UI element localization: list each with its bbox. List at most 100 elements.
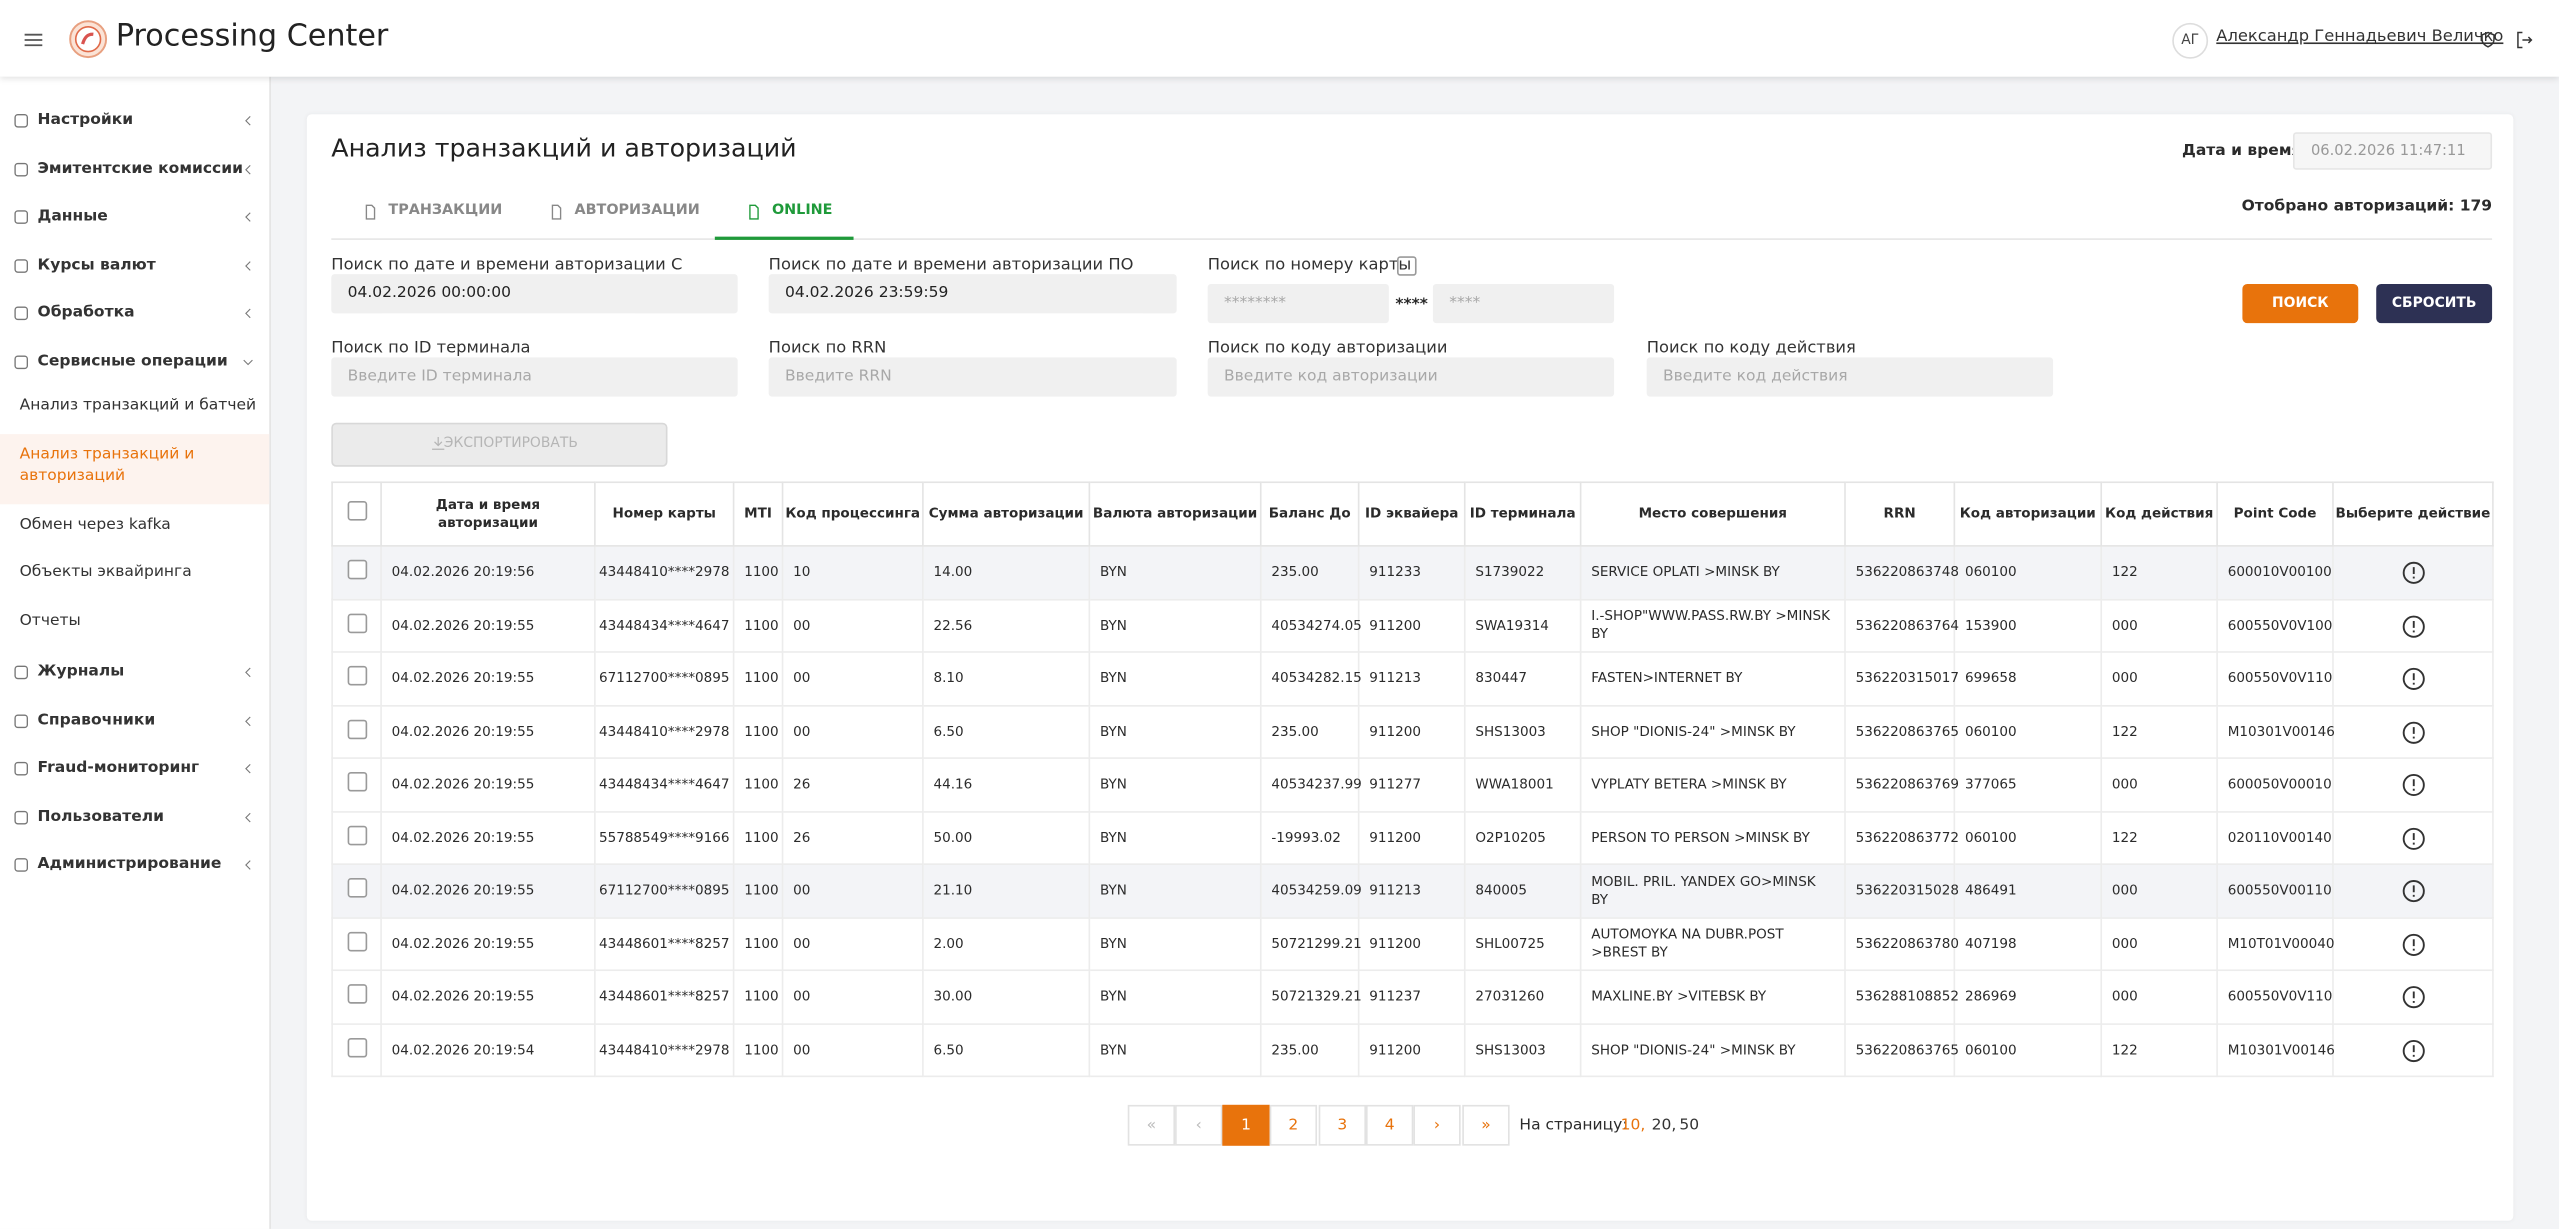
page-button[interactable]: 2 xyxy=(1269,1104,1318,1146)
sidebar-subitem[interactable]: Объекты эквайринга xyxy=(0,552,269,600)
filter-input[interactable]: Введите RRN xyxy=(768,357,1177,397)
checkbox[interactable] xyxy=(346,984,367,1004)
profile-icon[interactable] xyxy=(2479,31,2497,49)
table-cell: 830447 xyxy=(1463,651,1582,706)
filter-label: Поиск по коду действия xyxy=(1646,339,1856,358)
sidebar-subitem[interactable]: Анализ транзакций и батчей xyxy=(0,385,269,433)
action-cell xyxy=(2332,545,2494,600)
sidebar-item[interactable]: Эмитентские комиссии xyxy=(0,157,269,183)
checkbox[interactable] xyxy=(346,719,367,739)
export-button[interactable]: ЭКСПОРТИРОВАТЬ xyxy=(331,422,668,467)
table-cell: 407198 xyxy=(1953,916,2103,972)
table-cell: 911200 xyxy=(1357,916,1466,972)
checkbox[interactable] xyxy=(346,878,367,898)
table-cell: 6.50 xyxy=(922,704,1091,759)
tab-icon xyxy=(749,204,759,220)
sidebar-subitem[interactable]: Обмен через kafka xyxy=(0,503,269,551)
checkbox[interactable] xyxy=(346,931,367,951)
table-cell: 122 xyxy=(2100,704,2218,759)
menu-toggle[interactable] xyxy=(23,29,44,50)
table-cell: 840005 xyxy=(1463,863,1582,918)
table-cell: 911213 xyxy=(1357,651,1466,706)
sidebar-item[interactable]: Справочники xyxy=(0,709,269,735)
sidebar-item[interactable]: Настройки xyxy=(0,109,269,135)
table-cell: 911200 xyxy=(1357,598,1466,653)
checkbox[interactable] xyxy=(346,1037,367,1057)
page-button[interactable]: › xyxy=(1413,1104,1461,1146)
row-action[interactable] xyxy=(2402,773,2425,797)
checkbox[interactable] xyxy=(346,501,367,522)
sidebar-chevron xyxy=(245,164,251,174)
per-page-option[interactable]: 20, xyxy=(1651,1116,1677,1135)
sidebar: Настройки Эмитентские комиссии Данные Курсы… xyxy=(0,76,271,1229)
row-action[interactable] xyxy=(2402,880,2425,903)
filter-input[interactable]: 04.02.2026 00:00:00 xyxy=(331,274,738,314)
page-button[interactable]: 4 xyxy=(1366,1104,1414,1146)
table-cell: 600050V00010 xyxy=(2216,757,2334,812)
checkbox[interactable] xyxy=(346,666,367,686)
table-cell: 536220863780 xyxy=(1844,916,1959,972)
row-action[interactable] xyxy=(2402,986,2425,1009)
filter-input[interactable]: Введите код действия xyxy=(1646,357,2054,397)
sidebar-item[interactable]: Пользователи xyxy=(0,805,269,831)
sidebar-item[interactable]: Fraud-мониторинг xyxy=(0,757,269,783)
filter-label: Поиск по RRN xyxy=(768,339,887,358)
sidebar-subitem[interactable]: Анализ транзакций и авторизаций xyxy=(0,433,270,504)
sidebar-item[interactable]: Данные xyxy=(0,206,269,232)
filter-input[interactable]: 04.02.2026 23:59:59 xyxy=(768,274,1177,314)
table-cell: 04.02.2026 20:19:55 xyxy=(380,704,596,759)
page-button[interactable]: ‹ xyxy=(1175,1104,1223,1146)
table-cell: SHL00725 xyxy=(1463,916,1582,972)
tab-underline xyxy=(714,236,854,240)
checkbox[interactable] xyxy=(346,825,367,845)
row-action[interactable] xyxy=(2402,561,2425,584)
sidebar-item[interactable]: Курсы валют xyxy=(0,254,269,280)
sidebar-item[interactable]: Администрирование xyxy=(0,854,269,880)
app-title: Processing Center xyxy=(115,19,389,54)
table-cell: 699658 xyxy=(1953,651,2103,706)
checkbox[interactable] xyxy=(346,613,367,633)
checkbox[interactable] xyxy=(346,560,367,580)
table-cell: 67112700****0895 xyxy=(594,651,735,706)
sidebar-item[interactable]: Обработка xyxy=(0,302,269,328)
per-page-option[interactable]: 10, xyxy=(1620,1116,1646,1135)
sidebar-subitem[interactable]: Отчеты xyxy=(0,600,269,648)
tab-label: ТРАНЗАКЦИИ xyxy=(388,202,503,219)
card-checkbox[interactable] xyxy=(1397,256,1417,276)
tab[interactable]: ТРАНЗАКЦИИ xyxy=(362,202,502,225)
row-action[interactable] xyxy=(2402,720,2425,744)
sidebar-label: Журналы xyxy=(37,662,125,681)
row-action[interactable] xyxy=(2402,826,2425,850)
tab[interactable]: АВТОРИЗАЦИИ xyxy=(548,202,700,225)
logout-icon[interactable] xyxy=(2515,31,2533,49)
reset-button[interactable]: СБРОСИТЬ xyxy=(2376,283,2493,324)
sidebar-item[interactable]: Сервисные операции xyxy=(0,350,269,376)
table-cell: 04.02.2026 20:19:55 xyxy=(380,810,596,865)
sidebar-item[interactable]: Журналы xyxy=(0,661,269,687)
row-action[interactable] xyxy=(2402,933,2425,956)
search-button[interactable]: ПОИСК xyxy=(2242,283,2359,324)
action-cell xyxy=(2332,651,2494,706)
action-cell xyxy=(2332,598,2494,653)
checkbox[interactable] xyxy=(346,772,367,792)
per-page-option[interactable]: 50 xyxy=(1679,1116,1700,1135)
row-action[interactable] xyxy=(2402,614,2425,637)
row-action[interactable] xyxy=(2402,667,2425,690)
table-row: 04.02.2026 20:19:55 67112700****0895 1100 0… xyxy=(331,863,2494,918)
row-action[interactable] xyxy=(2402,1039,2425,1062)
column-header: Номер карты xyxy=(594,481,735,547)
page-button[interactable]: 1 xyxy=(1222,1104,1270,1146)
filter-input[interactable]: Введите ID терминала xyxy=(331,357,738,397)
datetime-field: 06.02.2026 11:47:11 xyxy=(2292,132,2493,170)
card-end-input[interactable]: **** xyxy=(1432,283,1615,324)
tab-icon xyxy=(365,204,376,220)
tab[interactable]: ONLINE xyxy=(746,202,832,225)
user-name[interactable]: Александр Геннадьевич Величко xyxy=(2216,27,2504,46)
filter-input[interactable]: Введите код авторизации xyxy=(1207,357,1615,397)
page-button[interactable]: » xyxy=(1462,1104,1510,1146)
page-button[interactable]: 3 xyxy=(1318,1104,1367,1146)
page-button[interactable]: « xyxy=(1127,1104,1176,1146)
card-start-input[interactable]: ******** xyxy=(1207,283,1389,324)
table-cell: 377065 xyxy=(1953,757,2103,812)
